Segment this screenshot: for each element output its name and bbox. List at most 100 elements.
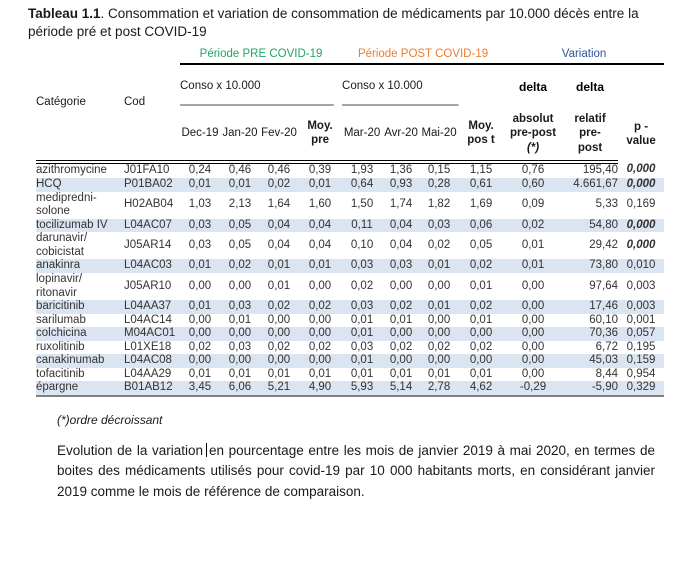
table-row: colchicina M04AC01 0,00 0,00 0,00 0,00 0… — [36, 327, 665, 341]
cell-dec19: 0,01 — [180, 178, 220, 192]
cell-delta-relatif: 4.661,67 — [562, 178, 619, 192]
cell-category: tocilizumab IV — [36, 218, 124, 233]
cell-cod: B01AB12 — [124, 381, 180, 397]
column-header-avr20: Avr-20 — [382, 106, 421, 165]
cell-avr20: 0,00 — [389, 279, 413, 292]
cell-fev20: 1,64 — [267, 198, 291, 211]
text-cursor — [206, 443, 207, 457]
cell-fev20: 0,02 — [267, 340, 291, 353]
cell-p-value: 0,057 — [618, 327, 665, 341]
cell-mai20: 0,00 — [420, 327, 459, 341]
cell-avr20: 0,02 — [389, 340, 413, 353]
column-header-dec19: Dec-19 — [180, 106, 220, 165]
cell-moy-post: 0,02 — [458, 300, 505, 314]
table-row: anakinra L04AC03 0,01 0,02 0,01 0,01 0,0… — [36, 259, 665, 273]
medication-consumption-table: Catégorie Cod Période PRE COVID-19 Pério… — [36, 44, 665, 397]
cell-moy-pre: 0,02 — [298, 300, 343, 314]
cell-p-value: 0,003 — [618, 300, 665, 314]
cell-dec19: 0,01 — [180, 300, 220, 314]
cell-moy-post: 0,01 — [469, 313, 493, 326]
cell-dec19: 0,01 — [180, 259, 220, 273]
cell-mai20: 0,01 — [427, 367, 451, 380]
cell-jan20: 0,05 — [220, 218, 260, 233]
cell-jan20: 0,01 — [228, 367, 252, 380]
cell-cod: L01XE18 — [124, 340, 172, 353]
cell-delta-relatif: 195,40 — [582, 164, 619, 177]
cell-delta-absolut: 0,00 — [504, 300, 563, 314]
table-footnote: (*)ordre décroissant — [57, 413, 163, 427]
cell-avr20: 0,01 — [389, 367, 413, 380]
cell-fev20: 0,00 — [260, 354, 298, 368]
cell-moy-post: 1,69 — [469, 198, 493, 211]
table-row: ruxolitinib L01XE18 0,02 0,03 0,02 0,02 … — [36, 341, 664, 355]
cell-avr20: 0,00 — [382, 327, 421, 341]
cell-mar20: 0,11 — [342, 218, 383, 233]
cell-mar20: 0,01 — [342, 354, 383, 368]
cell-delta-absolut: 0,00 — [504, 327, 563, 341]
caption-paragraph[interactable]: Evolution de la variation en pourcentage … — [57, 441, 655, 502]
cell-mai20: 0,02 — [427, 340, 451, 353]
cell-cod: L04AC07 — [124, 218, 180, 233]
cell-delta-relatif: 70,36 — [562, 327, 619, 341]
cell-avr20: 1,74 — [389, 198, 413, 211]
column-header-jan20: Jan-20 — [220, 106, 260, 165]
cell-cod: L04AC03 — [124, 259, 180, 273]
cell-dec19: 0,00 — [188, 279, 212, 292]
cell-delta-relatif: 60,10 — [589, 313, 619, 326]
column-header-categorie: Catégorie — [36, 44, 124, 165]
cell-fev20: 5,21 — [260, 381, 298, 397]
cell-mai20: 1,82 — [427, 198, 451, 211]
cell-delta-relatif: 73,80 — [562, 259, 619, 273]
cell-moy-post: 4,62 — [458, 381, 505, 397]
cell-cod: P01BA02 — [124, 178, 180, 192]
cell-moy-pre: 4,90 — [298, 381, 343, 397]
cell-category: azithromycine — [36, 164, 107, 177]
cell-mar20: 0,01 — [342, 327, 383, 341]
cell-delta-absolut: 0,00 — [521, 279, 545, 292]
cell-delta-absolut: 0,60 — [504, 178, 563, 192]
cell-mai20: 2,78 — [420, 381, 459, 397]
group-header-variation: Variation — [504, 44, 665, 66]
cell-mai20: 0,03 — [420, 218, 459, 233]
cell-fev20: 0,02 — [260, 300, 298, 314]
cell-p-value: 0,329 — [618, 381, 665, 397]
cell-category: lopinavir/ ritonavir — [36, 272, 83, 299]
cell-mai20: 0,28 — [420, 178, 459, 192]
cell-fev20: 0,01 — [267, 279, 291, 292]
cell-moy-post: 0,01 — [469, 279, 493, 292]
cell-fev20: 0,04 — [260, 218, 298, 233]
table-row: canakinumab L04AC08 0,00 0,00 0,00 0,00 … — [36, 354, 665, 368]
cell-moy-pre: 0,01 — [298, 178, 343, 192]
cell-delta-absolut: 0,02 — [504, 218, 563, 233]
column-header-cod: Cod — [124, 44, 180, 165]
table-row: baricitinib L04AA37 0,01 0,03 0,02 0,02 … — [36, 300, 665, 314]
cell-cod: L04AA37 — [124, 300, 180, 314]
cell-category: colchicina — [36, 327, 124, 341]
table-row: medipredni-solone H02AB04 1,03 2,13 1,64… — [36, 192, 664, 219]
table-row: darunavir/ cobicistat J05AR14 0,03 0,05 … — [36, 232, 664, 259]
table-body: azithromycine J01FA10 0,24 0,46 0,46 0,3… — [36, 162, 665, 397]
cell-dec19: 0,03 — [188, 239, 212, 252]
table-row: tocilizumab IV L04AC07 0,03 0,05 0,04 0,… — [36, 218, 665, 233]
cell-moy-post: 0,00 — [458, 354, 505, 368]
cell-fev20: 0,01 — [267, 367, 291, 380]
cell-category: medipredni-solone — [36, 191, 97, 218]
cell-dec19: 0,24 — [188, 164, 212, 177]
cell-moy-pre: 1,60 — [308, 198, 332, 211]
cell-dec19: 1,03 — [188, 198, 212, 211]
cell-mai20: 0,02 — [427, 239, 451, 252]
cell-moy-post: 0,01 — [469, 367, 493, 380]
cell-delta-relatif: 17,46 — [562, 300, 619, 314]
cell-mar20: 0,03 — [342, 259, 383, 273]
delta-absolut-label: delta — [519, 80, 548, 91]
header-group-row: Catégorie Cod Période PRE COVID-19 Pério… — [36, 44, 665, 165]
cell-dec19: 0,03 — [180, 218, 220, 233]
cell-mar20: 1,93 — [350, 164, 374, 177]
cell-mar20: 0,64 — [342, 178, 383, 192]
cell-p-value: 0,954 — [626, 367, 656, 380]
cell-category: canakinumab — [36, 354, 124, 368]
cell-delta-absolut: 0,01 — [521, 239, 545, 252]
cell-delta-absolut: 0,01 — [504, 259, 563, 273]
cell-mar20: 0,01 — [350, 313, 374, 326]
cell-moy-post: 0,00 — [458, 327, 505, 341]
